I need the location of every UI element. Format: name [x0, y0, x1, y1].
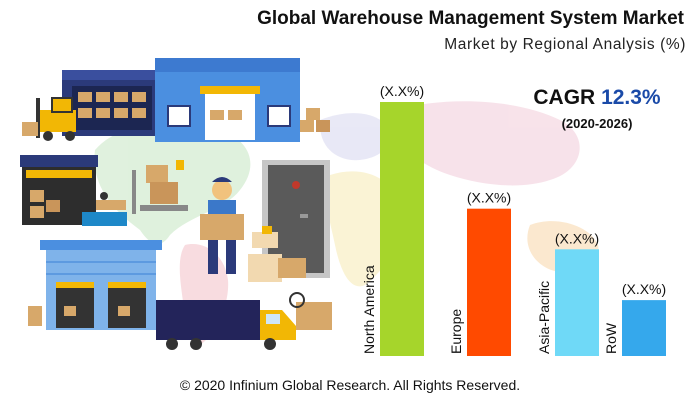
- door-illustration: [248, 160, 330, 282]
- worker-illustration: [200, 177, 244, 274]
- bar-row: [622, 300, 666, 356]
- bar-europe: [467, 208, 511, 356]
- bar-data-label: (X.X%): [622, 281, 666, 297]
- truck-illustration: [156, 292, 332, 350]
- bar-data-label: (X.X%): [380, 83, 424, 99]
- chart-subtitle: Market by Regional Analysis (%): [444, 36, 686, 53]
- scale-illustration: [132, 160, 188, 214]
- bar-asia-pacific: [555, 249, 599, 356]
- chart-title: Global Warehouse Management System Marke…: [257, 8, 684, 29]
- cagr-period: (2020-2026): [561, 116, 633, 131]
- forklift-illustration: [22, 97, 76, 141]
- copyright-text: © 2020 Infinium Global Research. All Rig…: [179, 377, 521, 393]
- category-label: Asia-Pacific: [536, 281, 552, 354]
- bar-data-label: (X.X%): [467, 190, 511, 206]
- warehouse-illustration: [62, 58, 330, 142]
- bar-north-america: [380, 102, 424, 356]
- loading-dock-illustration: [20, 155, 127, 226]
- category-label: RoW: [603, 322, 619, 354]
- lower-warehouse-illustration: [28, 240, 162, 330]
- category-label: North America: [361, 265, 377, 354]
- bar-data-label: (X.X%): [555, 230, 599, 246]
- category-label: Europe: [448, 309, 464, 354]
- cagr-label: CAGR: [533, 86, 596, 109]
- cagr-callout: CAGR 12.3%: [522, 86, 672, 110]
- cagr-value: 12.3%: [601, 86, 661, 109]
